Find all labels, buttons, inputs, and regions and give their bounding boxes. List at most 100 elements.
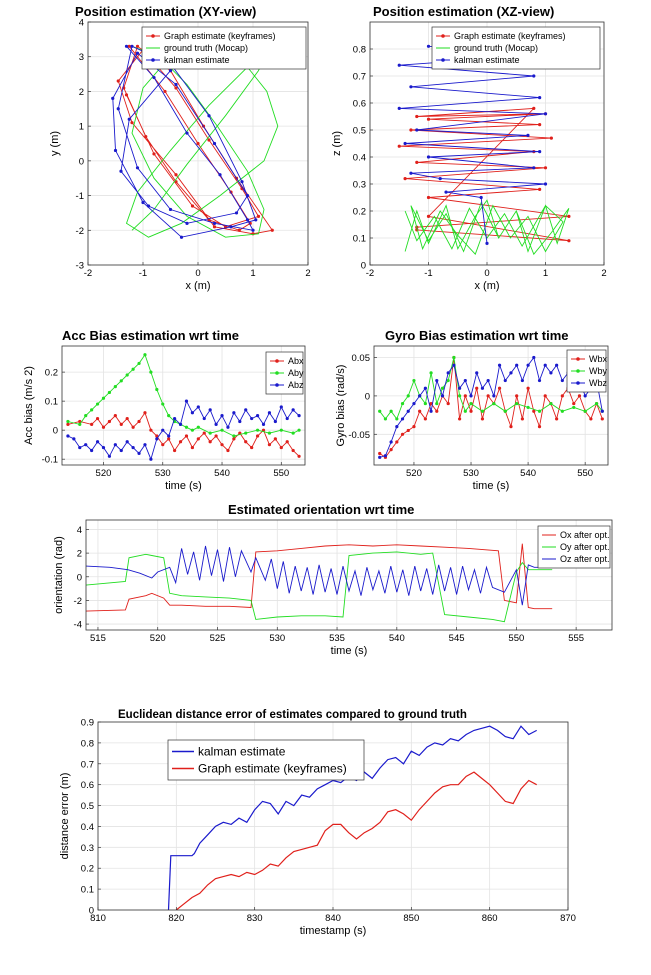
data-point [423,386,427,390]
data-point [429,371,433,375]
data-point [232,411,236,415]
data-point [567,214,571,218]
legend-marker [275,383,279,387]
data-point [555,363,559,367]
data-point [267,411,272,415]
x-axis-label: x (m) [185,280,210,292]
y-tick-label: 4 [79,18,84,29]
data-point [149,457,153,461]
data-point [279,405,283,409]
data-point [572,405,576,410]
data-point [438,177,442,181]
y-tick-label: 0.8 [81,738,94,749]
data-point [232,437,236,441]
legend-entry: Abz [288,380,304,390]
data-point [167,437,171,441]
data-point [567,239,571,243]
data-point [141,200,145,205]
data-point [480,409,485,413]
data-point [440,394,445,398]
y-tick-label: 0 [89,906,94,917]
data-point [492,401,496,406]
legend-entry: Wbx [589,354,608,364]
legend-entry: Aby [288,368,304,378]
data-point [538,150,542,154]
data-point [173,448,177,453]
y-tick-label: 2 [79,87,84,98]
y-axis-label: y (m) [49,131,61,156]
series-line-ground-truth-mocap [404,199,570,256]
data-point [469,401,473,406]
data-point [167,434,171,438]
data-point [107,390,112,395]
data-point [389,448,393,452]
y-tick-label: 0 [53,426,58,437]
data-point [207,114,211,118]
legend: kalman estimate Graph estimate (keyframes… [167,739,365,781]
data-point [406,409,410,413]
data-point [78,422,82,426]
x-axis-label: timestamp (s) [300,925,367,937]
data-point [95,416,100,421]
data-point [174,82,178,87]
data-point [167,414,171,418]
y-tick-label: -0.05 [348,430,370,441]
x-tick-label: 520 [406,468,422,479]
data-point [178,440,183,444]
data-point [267,431,272,435]
y-tick-label: 1 [79,122,84,133]
data-point [520,417,524,421]
data-point [270,228,274,232]
legend-entry: kalman estimate [454,55,520,65]
data-point [406,394,410,398]
y-tick-label: 0.2 [45,368,58,379]
x-tick-label: 540 [520,468,536,479]
data-point [113,414,117,418]
data-point [560,409,564,413]
chart-title: Acc Bias estimation wrt time [62,328,239,343]
data-point [406,428,410,433]
legend-entry: Graph estimate (keyframes) [198,762,347,776]
y-tick-label: 0.1 [81,885,94,896]
x-tick-label: 0 [484,268,489,279]
legend-entry: Wby [589,366,608,376]
data-point [440,386,445,390]
data-point [143,443,147,447]
data-point [254,218,258,222]
data-point [480,417,485,421]
data-point [146,204,151,208]
data-point [297,454,301,458]
x-tick-label: 2 [601,268,606,279]
data-point [412,425,416,429]
data-point [90,422,94,426]
x-tick-label: -2 [84,268,92,279]
data-point [423,417,427,421]
series-line-ox-after-opt [86,543,553,612]
x-tick-label: 540 [389,633,405,644]
data-point [526,405,530,410]
data-point [583,409,587,413]
data-point [143,411,147,415]
data-point [184,434,189,438]
data-point [202,416,206,421]
x-tick-label: -1 [139,268,147,279]
data-point [107,419,112,424]
data-point [149,370,153,374]
chart-title: Position estimation (XZ-view) [373,4,554,19]
data-point [415,128,419,132]
data-point [480,386,485,390]
x-tick-label: 515 [90,633,106,644]
data-point [113,443,117,447]
data-point [297,428,301,432]
axes-frame [61,345,306,466]
data-point [400,401,405,406]
chart-title: Gyro Bias estimation wrt time [385,328,569,343]
y-tick-label: -1 [76,191,84,202]
data-point [538,96,542,100]
data-point [543,363,547,367]
series-line-oz-after-opt [86,545,553,606]
y-tick-label: 0.5 [353,126,366,137]
data-point [497,386,502,390]
panel-orientation: 515 520 525 530 535 540 545 550 555 -4 -2 0 2 4 Estima… [53,502,613,657]
plot-area [378,355,604,459]
